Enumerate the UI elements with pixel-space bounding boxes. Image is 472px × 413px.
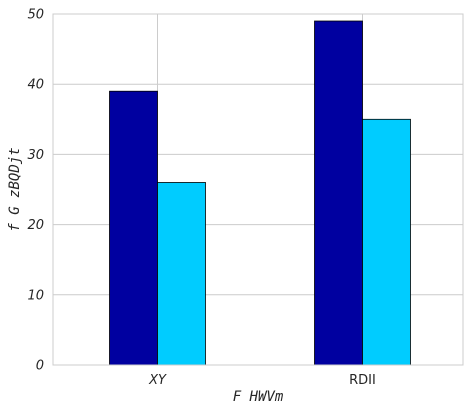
x-axis-label: F HWVm (233, 389, 284, 405)
y-tick-labels: 0 10 20 30 40 50 (27, 8, 44, 374)
y-tick-label: 10 (27, 288, 44, 303)
bar (314, 20, 363, 366)
bar (362, 118, 411, 366)
bars (109, 20, 411, 366)
y-tick-label: 50 (27, 8, 44, 23)
bar (109, 90, 158, 366)
x-tick-label: XY (148, 373, 167, 388)
y-tick-label: 0 (36, 359, 44, 374)
y-axis-label: f G zBQDjt (7, 147, 23, 231)
plot-frame (52, 13, 464, 366)
y-tick-label: 20 (27, 218, 44, 233)
bar (157, 182, 206, 366)
x-tick-labels: XY RDII (148, 373, 376, 388)
y-tick-label: 40 (27, 78, 44, 93)
x-tick-label: RDII (349, 373, 376, 388)
y-tick-label: 30 (27, 148, 44, 163)
